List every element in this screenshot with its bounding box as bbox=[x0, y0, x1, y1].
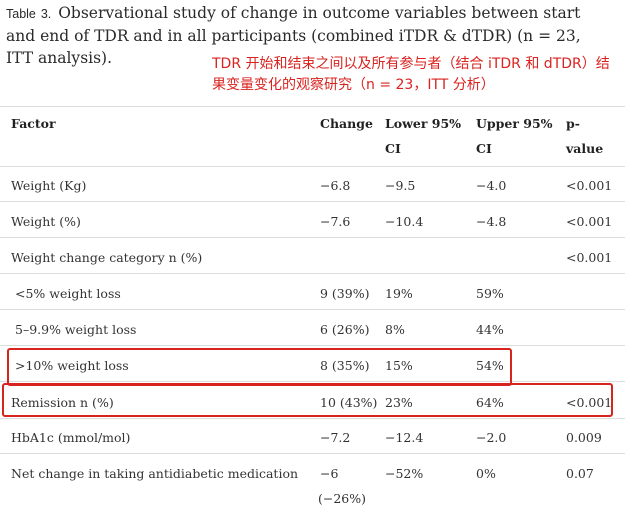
row-lower-ci: −9.5 bbox=[385, 178, 416, 193]
row-change: 6 (26%) bbox=[320, 322, 370, 337]
row-factor: HbA1c (mmol/mol) bbox=[11, 430, 131, 445]
row-lower-ci: 8% bbox=[385, 322, 405, 337]
row-lower-ci: 19% bbox=[385, 286, 413, 301]
row-factor: <5% weight loss bbox=[15, 286, 121, 301]
row-rule bbox=[0, 345, 625, 346]
row-change: 8 (35%) bbox=[320, 358, 370, 373]
row-upper-ci: 44% bbox=[476, 322, 504, 337]
row-rule bbox=[0, 201, 625, 202]
caption-number: 3. bbox=[40, 7, 52, 21]
row-rule bbox=[0, 453, 625, 454]
row-p-value: <0.001 bbox=[566, 250, 613, 265]
highlight-box-remission bbox=[2, 383, 613, 417]
chinese-translation-annotation: TDR 开始和结束之间以及所有参与者（结合 iTDR 和 dTDR）结果变量变化… bbox=[212, 56, 610, 93]
header-p-value-line1: p- bbox=[566, 116, 580, 131]
header-upper-ci-line2: CI bbox=[476, 141, 492, 156]
row-factor: >10% weight loss bbox=[15, 358, 129, 373]
row-lower-ci: −52% bbox=[385, 466, 424, 481]
row-lower-ci: −10.4 bbox=[385, 214, 424, 229]
row-factor: Net change in taking antidiabetic medica… bbox=[11, 466, 299, 481]
row-change: −7.2 bbox=[320, 430, 351, 445]
row-p-value: 0.009 bbox=[566, 430, 602, 445]
row-upper-ci: 64% bbox=[476, 395, 504, 410]
header-bottom-rule bbox=[0, 166, 625, 167]
row-change-percent: (−26%) bbox=[318, 491, 367, 506]
row-upper-ci: 0% bbox=[476, 466, 496, 481]
row-factor: Weight change category n (%) bbox=[11, 250, 203, 265]
row-factor: 5–9.9% weight loss bbox=[15, 322, 137, 337]
row-rule bbox=[0, 237, 625, 238]
table-caption: Table 3. Observational study of change i… bbox=[6, 2, 612, 69]
row-upper-ci: −2.0 bbox=[476, 430, 507, 445]
row-upper-ci: −4.0 bbox=[476, 178, 507, 193]
row-factor: Weight (%) bbox=[11, 214, 81, 229]
row-rule bbox=[0, 381, 625, 382]
row-rule bbox=[0, 418, 625, 419]
header-lower-ci-line1: Lower 95% bbox=[385, 116, 462, 131]
row-p-value: <0.001 bbox=[566, 395, 613, 410]
row-lower-ci: 15% bbox=[385, 358, 413, 373]
row-lower-ci: −12.4 bbox=[385, 430, 424, 445]
header-p-value-line2: value bbox=[566, 141, 604, 156]
caption-label: Table bbox=[6, 7, 36, 21]
row-factor: Weight (Kg) bbox=[11, 178, 87, 193]
row-upper-ci: 59% bbox=[476, 286, 504, 301]
row-change: 9 (39%) bbox=[320, 286, 370, 301]
row-change: −6 bbox=[320, 466, 339, 481]
row-factor: Remission n (%) bbox=[11, 395, 114, 410]
header-upper-ci-line1: Upper 95% bbox=[476, 116, 553, 131]
row-change: −7.6 bbox=[320, 214, 351, 229]
header-lower-ci-line2: CI bbox=[385, 141, 401, 156]
row-rule bbox=[0, 273, 625, 274]
row-change: 10 (43%) bbox=[320, 395, 378, 410]
header-top-rule bbox=[0, 106, 625, 107]
row-p-value: 0.07 bbox=[566, 466, 594, 481]
header-change: Change bbox=[320, 116, 373, 131]
row-p-value: <0.001 bbox=[566, 214, 613, 229]
highlight-box-weight-loss-10 bbox=[7, 348, 512, 386]
row-change: −6.8 bbox=[320, 178, 351, 193]
header-factor: Factor bbox=[11, 116, 56, 131]
row-upper-ci: 54% bbox=[476, 358, 504, 373]
caption-text: Observational study of change in outcome… bbox=[6, 4, 581, 67]
row-p-value: <0.001 bbox=[566, 178, 613, 193]
row-upper-ci: −4.8 bbox=[476, 214, 507, 229]
row-rule bbox=[0, 309, 625, 310]
row-lower-ci: 23% bbox=[385, 395, 413, 410]
